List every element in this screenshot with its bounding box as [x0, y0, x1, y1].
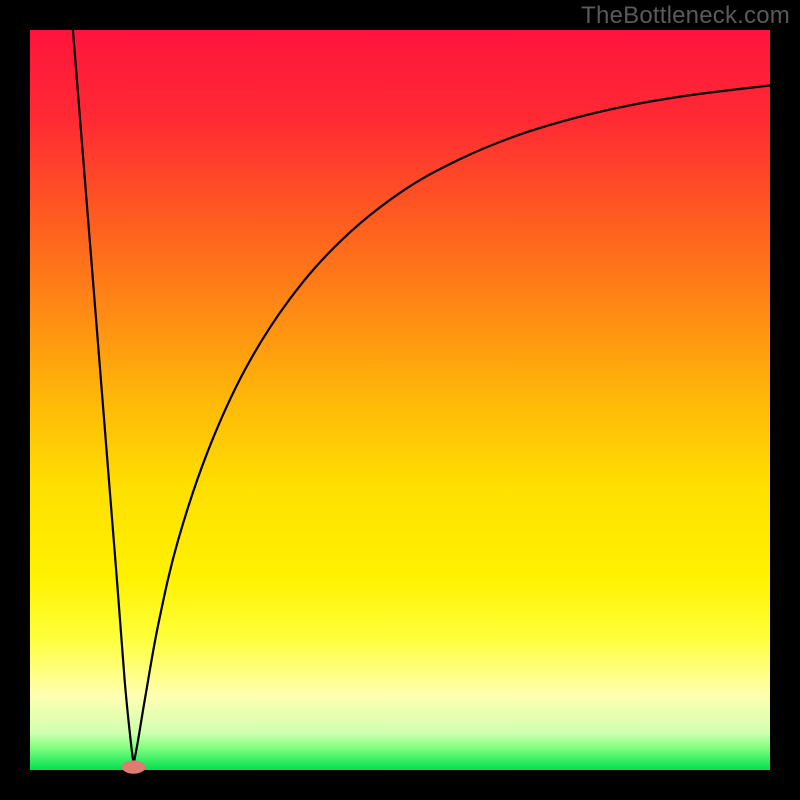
watermark-text: TheBottleneck.com: [581, 2, 790, 30]
plot-svg: [0, 0, 800, 800]
plot-background: [30, 30, 770, 770]
chart-canvas: TheBottleneck.com: [0, 0, 800, 800]
dip-marker: [122, 760, 146, 773]
